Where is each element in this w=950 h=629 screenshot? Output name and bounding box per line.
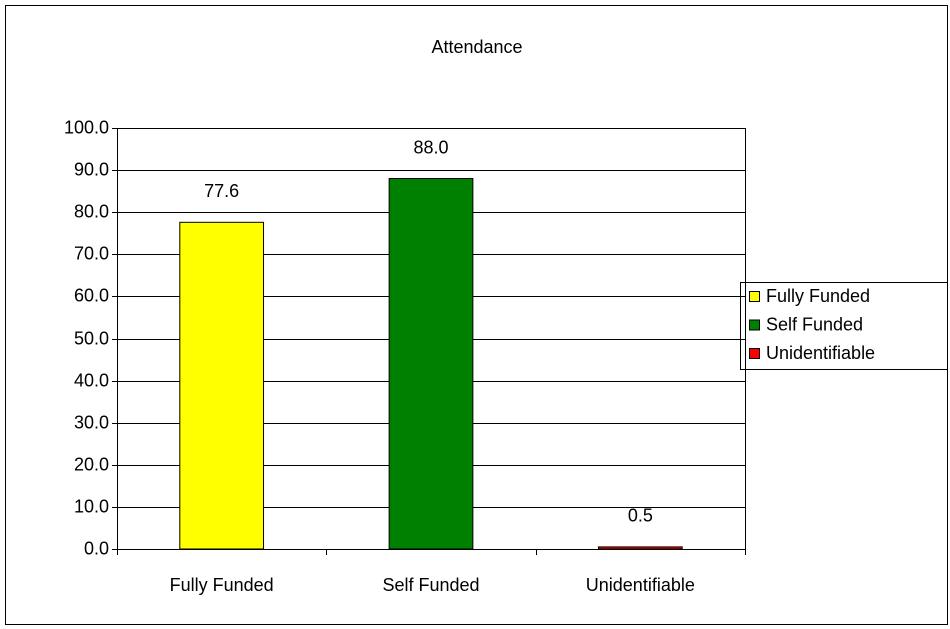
legend-swatch xyxy=(749,348,760,359)
data-label: 0.5 xyxy=(628,506,653,526)
legend-label: Unidentifiable xyxy=(766,343,875,363)
y-tick-label: 0.0 xyxy=(84,538,109,558)
y-tick-label: 40.0 xyxy=(74,370,109,390)
x-tick-label: Fully Funded xyxy=(170,575,274,595)
legend-swatch xyxy=(749,319,760,331)
bar xyxy=(597,546,683,550)
y-tick-label: 10.0 xyxy=(74,496,109,516)
legend-label: Fully Funded xyxy=(766,286,870,306)
bar xyxy=(388,178,474,550)
y-tick-label: 90.0 xyxy=(74,159,109,179)
bar xyxy=(179,221,265,550)
y-tick-label: 80.0 xyxy=(74,201,109,221)
chart-title: Attendance xyxy=(431,37,522,57)
y-tick-label: 70.0 xyxy=(74,243,109,263)
legend-swatch xyxy=(749,291,760,302)
legend xyxy=(740,282,948,370)
x-tick-label: Unidentifiable xyxy=(586,575,695,595)
y-tick-label: 50.0 xyxy=(74,328,109,348)
legend-label: Self Funded xyxy=(766,314,863,334)
data-label: 77.6 xyxy=(204,181,239,201)
y-tick-label: 20.0 xyxy=(74,454,109,474)
data-label: 88.0 xyxy=(413,137,448,157)
y-tick-label: 60.0 xyxy=(74,285,109,305)
y-tick-label: 100.0 xyxy=(64,117,109,137)
x-tick-label: Self Funded xyxy=(382,575,479,595)
y-tick-label: 30.0 xyxy=(74,412,109,432)
